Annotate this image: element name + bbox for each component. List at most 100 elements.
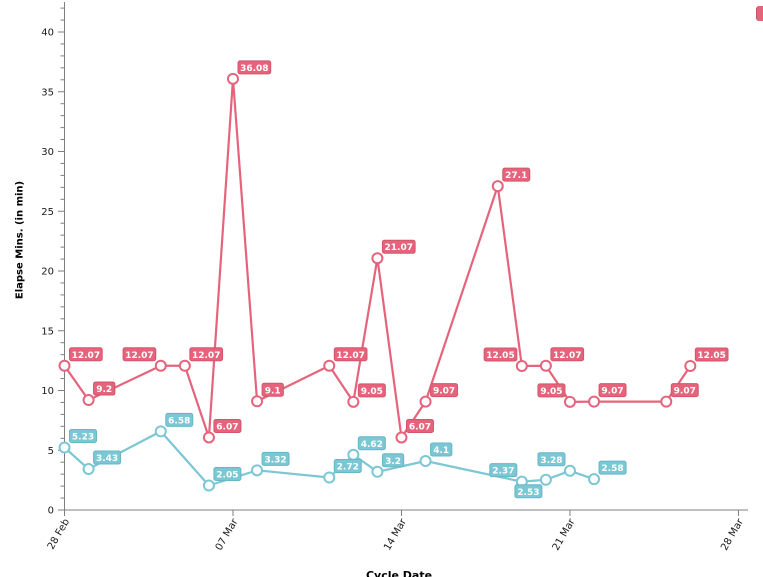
svg-text:6.07: 6.07 bbox=[409, 422, 431, 432]
data-point-marker[interactable] bbox=[82, 394, 95, 407]
svg-text:12.07: 12.07 bbox=[72, 351, 100, 361]
svg-text:12.07: 12.07 bbox=[192, 351, 220, 361]
data-point-marker[interactable] bbox=[347, 395, 360, 408]
data-point-marker[interactable] bbox=[58, 441, 71, 454]
data-point-marker[interactable] bbox=[178, 359, 191, 372]
data-point-marker[interactable] bbox=[347, 448, 360, 461]
data-point-marker[interactable] bbox=[226, 72, 239, 85]
data-point-marker[interactable] bbox=[660, 395, 673, 408]
data-point-marker[interactable] bbox=[419, 455, 432, 468]
data-point-marker[interactable] bbox=[563, 395, 576, 408]
svg-text:9.05: 9.05 bbox=[540, 387, 562, 397]
data-point-marker[interactable] bbox=[395, 431, 408, 444]
y-tick-label: 40 bbox=[41, 28, 54, 39]
svg-text:12.07: 12.07 bbox=[553, 351, 581, 361]
data-point-label: 2.72 bbox=[333, 458, 362, 473]
data-point-label: 3.32 bbox=[261, 451, 290, 466]
data-point-label: 12.05 bbox=[694, 347, 729, 362]
data-point-marker[interactable] bbox=[251, 395, 264, 408]
clipped-red-badge[interactable] bbox=[756, 6, 763, 21]
svg-text:3.32: 3.32 bbox=[264, 455, 286, 465]
data-point-label: 12.07 bbox=[333, 347, 368, 362]
svg-text:12.05: 12.05 bbox=[486, 351, 514, 361]
data-point-label: 21.07 bbox=[381, 239, 416, 254]
data-point-marker[interactable] bbox=[251, 464, 264, 477]
x-axis-title: Cycle Date bbox=[365, 569, 433, 577]
svg-text:6.07: 6.07 bbox=[216, 422, 238, 432]
svg-text:2.58: 2.58 bbox=[601, 464, 623, 474]
data-point-label: 12.07 bbox=[69, 347, 103, 362]
svg-text:4.62: 4.62 bbox=[361, 440, 383, 450]
data-point-marker[interactable] bbox=[202, 431, 215, 444]
svg-text:9.07: 9.07 bbox=[601, 387, 623, 397]
data-point-label: 12.05 bbox=[483, 347, 518, 362]
svg-text:27.1: 27.1 bbox=[505, 171, 527, 181]
svg-text:3.28: 3.28 bbox=[540, 456, 562, 466]
svg-text:2.53: 2.53 bbox=[517, 488, 539, 498]
data-point-marker[interactable] bbox=[539, 359, 552, 372]
data-point-label: 2.37 bbox=[489, 463, 518, 478]
x-tick-label: 28 Feb bbox=[46, 517, 72, 552]
data-point-label: 3.43 bbox=[93, 450, 122, 465]
svg-text:2.37: 2.37 bbox=[492, 467, 514, 477]
data-point-label: 9.07 bbox=[430, 383, 459, 398]
y-axis-title: Elapse Mins. (in min) bbox=[14, 180, 26, 300]
data-point-label: 2.58 bbox=[598, 460, 627, 475]
data-point-marker[interactable] bbox=[539, 473, 552, 486]
svg-text:2.72: 2.72 bbox=[337, 462, 359, 472]
svg-text:9.07: 9.07 bbox=[433, 387, 455, 397]
data-point-label: 2.05 bbox=[213, 467, 242, 482]
data-point-label: 9.2 bbox=[93, 381, 116, 396]
svg-text:12.07: 12.07 bbox=[125, 351, 153, 361]
data-point-marker[interactable] bbox=[588, 473, 601, 486]
y-tick-label: 35 bbox=[41, 87, 54, 98]
data-point-marker[interactable] bbox=[371, 252, 384, 265]
svg-text:9.05: 9.05 bbox=[361, 387, 383, 397]
data-point-label: 27.1 bbox=[502, 167, 531, 182]
data-point-label: 9.05 bbox=[537, 383, 566, 398]
data-point-label: 4.1 bbox=[430, 442, 453, 457]
data-point-marker[interactable] bbox=[323, 359, 336, 372]
svg-text:12.07: 12.07 bbox=[336, 351, 364, 361]
data-point-label: 6.07 bbox=[405, 418, 434, 433]
data-point-label: 36.08 bbox=[237, 60, 272, 75]
data-point-label: 12.07 bbox=[550, 347, 585, 362]
svg-text:12.05: 12.05 bbox=[697, 351, 725, 361]
data-point-marker[interactable] bbox=[563, 464, 576, 477]
data-point-label: 3.28 bbox=[537, 452, 566, 467]
x-tick-label: 14 Mar bbox=[382, 516, 409, 552]
data-point-label: 9.07 bbox=[598, 383, 627, 398]
data-point-label: 12.07 bbox=[122, 347, 157, 362]
x-tick-label: 21 Mar bbox=[551, 516, 578, 552]
data-point-marker[interactable] bbox=[684, 360, 697, 373]
svg-text:2.05: 2.05 bbox=[216, 471, 238, 481]
data-point-marker[interactable] bbox=[515, 360, 528, 373]
y-tick-label: 20 bbox=[41, 267, 54, 278]
data-point-marker[interactable] bbox=[588, 395, 601, 408]
svg-text:6.58: 6.58 bbox=[168, 416, 190, 426]
svg-text:9.07: 9.07 bbox=[674, 387, 696, 397]
svg-text:9.2: 9.2 bbox=[96, 385, 112, 395]
y-tick-label: 15 bbox=[41, 326, 54, 337]
data-point-label: 9.1 bbox=[261, 382, 284, 397]
data-point-marker[interactable] bbox=[491, 180, 504, 193]
data-point-marker[interactable] bbox=[154, 425, 167, 438]
data-point-marker[interactable] bbox=[419, 395, 432, 408]
data-point-marker[interactable] bbox=[154, 359, 167, 372]
data-point-marker[interactable] bbox=[82, 463, 95, 476]
data-point-marker[interactable] bbox=[323, 471, 336, 484]
data-point-label: 12.07 bbox=[189, 347, 224, 362]
svg-text:3.2: 3.2 bbox=[385, 457, 401, 467]
data-point-marker[interactable] bbox=[371, 465, 384, 478]
data-point-marker[interactable] bbox=[202, 479, 215, 492]
x-tick-label: 07 Mar bbox=[214, 516, 241, 552]
data-point-label: 3.2 bbox=[381, 453, 405, 468]
data-point-label: 6.07 bbox=[213, 418, 242, 433]
svg-text:4.1: 4.1 bbox=[433, 446, 449, 456]
data-point-label: 4.62 bbox=[357, 436, 386, 451]
data-point-marker[interactable] bbox=[58, 359, 71, 372]
data-point-label: 9.05 bbox=[357, 383, 386, 398]
y-tick-label: 0 bbox=[48, 506, 54, 517]
